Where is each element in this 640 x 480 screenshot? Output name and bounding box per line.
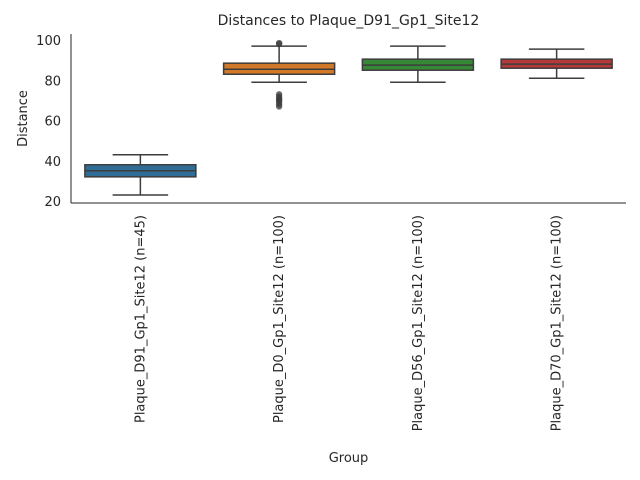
y-axis-title: Distance <box>16 90 31 147</box>
x-tick-labels: Plaque_D91_Gp1_Site12 (n=45) Plaque_D0_Gp… <box>133 215 564 431</box>
box-group <box>222 39 336 110</box>
chart-title: Distances to Plaque_D91_Gp1_Site12 <box>218 13 480 29</box>
x-tick-label: Plaque_D56_Gp1_Site12 (n=100) <box>411 215 426 431</box>
x-axis-title: Group <box>329 451 369 466</box>
outlier-point <box>275 91 283 98</box>
outlier-point <box>275 39 283 47</box>
y-ticks: 20 40 60 80 100 <box>36 34 61 210</box>
box-group <box>500 48 613 80</box>
y-tick-label: 80 <box>44 74 61 89</box>
x-tick-label: Plaque_D91_Gp1_Site12 (n=45) <box>133 215 148 423</box>
y-tick-label: 40 <box>44 155 61 170</box>
x-tick-label: Plaque_D70_Gp1_Site12 (n=100) <box>550 215 565 431</box>
axes <box>70 34 626 204</box>
box-group <box>361 45 475 84</box>
x-tick-label: Plaque_D0_Gp1_Site12 (n=100) <box>272 215 287 423</box>
y-tick-label: 60 <box>44 115 61 130</box>
boxes <box>84 39 613 196</box>
y-tick-label: 20 <box>44 195 61 210</box>
box-group <box>84 153 197 196</box>
y-tick-label: 100 <box>36 34 61 49</box>
